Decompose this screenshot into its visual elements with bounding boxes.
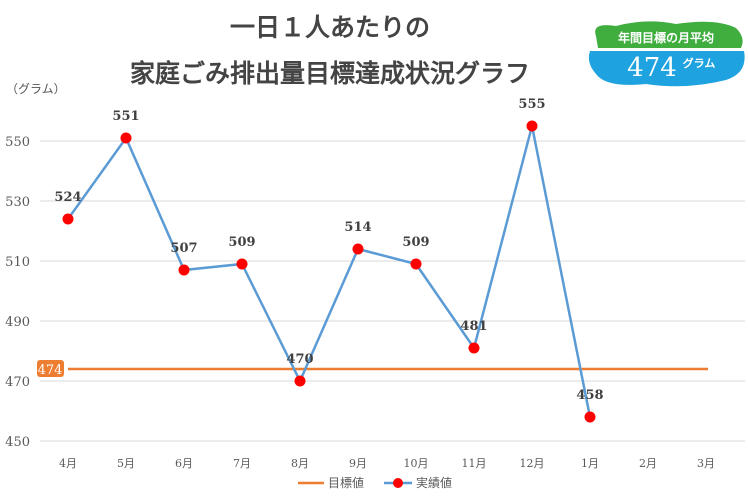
x-tick-label: 7月 [233,457,251,470]
x-tick-label: 5月 [117,457,135,470]
x-tick-label: 1月 [581,457,599,470]
y-axis-label: （グラム） [6,82,66,96]
actual-point [62,213,74,225]
data-label: 509 [228,235,255,250]
data-label: 470 [286,352,313,367]
y-tick-label: 470 [5,375,30,390]
y-tick-label: 510 [5,255,30,270]
badge-label: 年間目標の月平均 [618,30,714,45]
actual-point [178,264,190,276]
actual-point [410,258,422,270]
annual-target-badge: 年間目標の月平均 474 グラム [586,18,746,90]
y-tick-label: 490 [5,315,30,330]
data-label: 458 [576,388,603,403]
data-label: 524 [54,190,81,205]
data-label: 514 [344,220,371,235]
actual-point [468,342,480,354]
x-tick-label: 4月 [59,457,77,470]
data-label: 481 [460,319,487,334]
actual-line [66,125,592,418]
actual-point [236,258,248,270]
x-tick-label: 10月 [404,457,429,470]
actual-point [526,120,538,132]
badge-value: 474 [627,53,677,83]
x-tick-label: 2月 [639,457,657,470]
actual-point [584,411,596,423]
data-label: 551 [112,109,139,124]
actual-point [294,375,306,387]
y-tick-label: 450 [5,435,30,450]
x-tick-label: 3月 [697,457,715,470]
legend-actual-label: 実績値 [416,475,452,490]
x-tick-label: 12月 [520,457,545,470]
actual-point [120,132,132,144]
y-tick-label: 530 [5,195,30,210]
data-label: 507 [170,241,197,256]
chart-title-line2: 家庭ごみ排出量目標達成状況グラフ [129,59,530,88]
data-label: 555 [518,97,545,112]
actual-point [352,243,364,255]
x-tick-label: 8月 [291,457,309,470]
legend-target-label: 目標値 [328,475,364,490]
x-tick-label: 9月 [349,457,367,470]
legend-actual-marker [393,478,403,488]
x-tick-label: 11月 [462,457,487,470]
badge-unit: グラム [683,56,716,70]
chart-title-line1: 一日１人あたりの [229,13,430,42]
target-label-bg [37,360,64,377]
x-tick-label: 6月 [175,457,193,470]
y-tick-label: 550 [5,135,30,150]
target-label: 474 [38,363,63,378]
data-label: 509 [402,235,429,250]
